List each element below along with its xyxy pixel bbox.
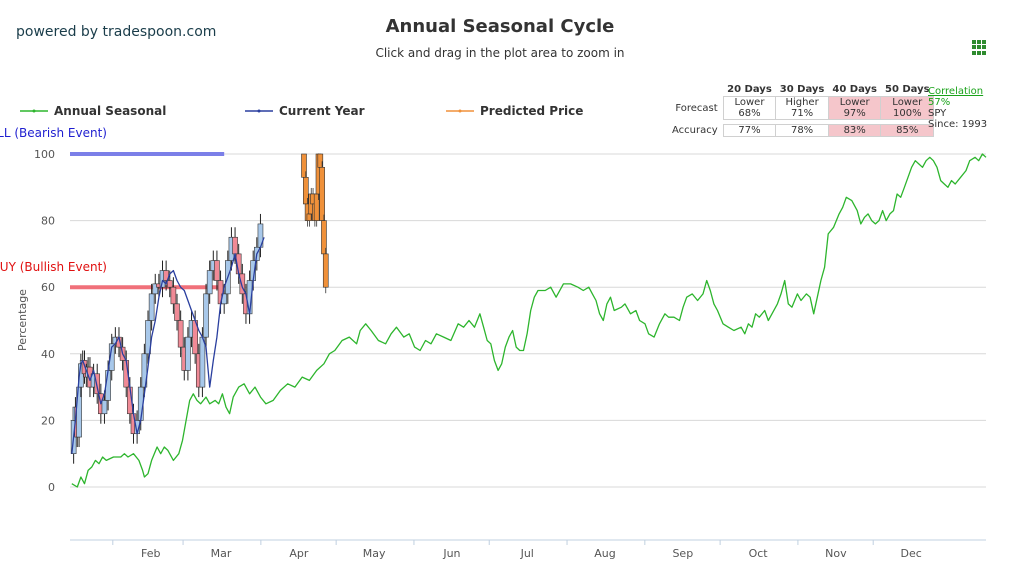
forecast-stats-table: 20 Days 30 Days 40 Days 50 Days Forecast…	[669, 83, 935, 137]
candle	[94, 363, 101, 404]
grid-menu-icon[interactable]	[972, 40, 987, 55]
correlation-value: 57%	[928, 97, 951, 108]
powered-by-text: powered by tradespoon.com	[16, 24, 217, 40]
forecast-cell-40: Lower 97%	[827, 96, 882, 120]
stats-header-30: 30 Days	[779, 84, 825, 95]
candle	[174, 293, 180, 331]
x-tick-label: Oct	[749, 547, 769, 560]
candle	[203, 283, 209, 348]
chart-subtitle: Click and drag in the plot area to zoom …	[375, 46, 625, 60]
legend-annual-seasonal-icon	[20, 109, 48, 113]
y-tick-label: 0	[48, 481, 55, 494]
candle	[152, 273, 159, 304]
buy-band-label: BUY (Bullish Event)	[0, 260, 107, 274]
x-tick-label: Feb	[141, 547, 160, 560]
candle	[185, 327, 191, 381]
x-tick-label: Nov	[825, 547, 847, 560]
accuracy-cell-50: 85%	[880, 124, 935, 137]
forecast-cell-20: Lower 68%	[722, 96, 777, 120]
legend-predicted-price-icon	[446, 109, 474, 113]
x-tick-label: Aug	[594, 547, 615, 560]
x-tick-label: Mar	[211, 547, 232, 560]
legend-current-year[interactable]: Current Year	[245, 104, 365, 118]
correlation-link[interactable]: Correlation	[928, 86, 984, 97]
candle	[101, 390, 108, 424]
candle	[108, 333, 115, 381]
current-year-line	[71, 237, 265, 454]
stats-header-20: 20 Days	[727, 84, 772, 95]
y-tick-label: 40	[41, 348, 55, 361]
x-tick-label: Jun	[442, 547, 460, 560]
accuracy-row-label: Accuracy	[672, 125, 718, 136]
candle	[145, 310, 151, 364]
candle	[170, 277, 177, 314]
forecast-row-label: Forecast	[675, 102, 718, 114]
forecast-cell-50: Lower 100%	[880, 96, 935, 120]
x-tick-label: Dec	[901, 547, 922, 560]
candle	[141, 343, 148, 398]
accuracy-cell-40: 83%	[827, 124, 882, 137]
legend-predicted-price[interactable]: Predicted Price	[446, 104, 583, 118]
candle	[239, 263, 246, 304]
y-tick-label: 80	[41, 215, 55, 228]
x-tick-label: Jul	[520, 547, 534, 560]
legend-annual-seasonal-label: Annual Seasonal	[54, 104, 167, 118]
x-tick-label: May	[363, 547, 386, 560]
correlation-symbol: SPY	[928, 108, 947, 119]
y-tick-label: 60	[41, 281, 55, 294]
sell-band-label: SELL (Bearish Event)	[0, 126, 107, 140]
candle	[214, 250, 220, 291]
predicted-candle	[322, 247, 329, 294]
y-tick-label: 20	[41, 414, 55, 427]
legend-predicted-price-label: Predicted Price	[480, 104, 584, 118]
stats-header-50: 50 Days	[884, 84, 930, 95]
correlation-box: Correlation 57% SPY Since: 1993	[928, 86, 987, 130]
legend-annual-seasonal[interactable]: Annual Seasonal	[20, 104, 166, 118]
accuracy-cell-30: 78%	[775, 124, 829, 137]
y-axis-label: Percentage	[16, 289, 29, 351]
annual-seasonal-line	[71, 153, 987, 488]
chart-title: Annual Seasonal Cycle	[385, 16, 615, 37]
stats-header-40: 40 Days	[832, 84, 877, 95]
x-tick-label: Sep	[672, 547, 693, 560]
candle	[206, 260, 213, 304]
y-tick-label: 100	[34, 148, 55, 161]
correlation-since: Since: 1993	[928, 119, 988, 130]
candle	[177, 310, 184, 358]
x-tick-label: Apr	[289, 547, 309, 560]
candle	[148, 283, 155, 331]
legend-current-year-icon	[245, 109, 273, 113]
legend-current-year-label: Current Year	[279, 104, 365, 118]
forecast-cell-30: Higher 71%	[775, 96, 829, 120]
